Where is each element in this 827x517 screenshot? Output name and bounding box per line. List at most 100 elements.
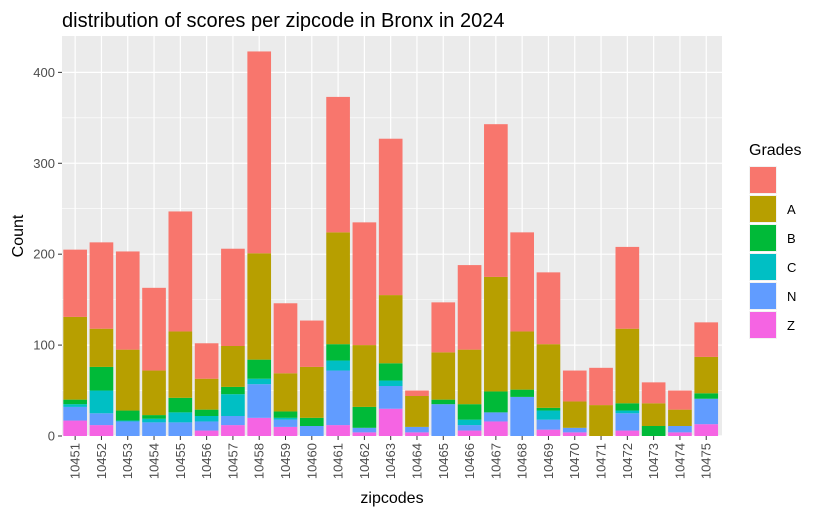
y-tick-label: 200 [33, 247, 55, 262]
y-tick-label: 300 [33, 156, 55, 171]
bar-segment-n-10460 [299, 426, 324, 436]
bar-segment-z-10456 [194, 430, 219, 436]
bar-segment-a-10451 [63, 316, 87, 400]
bar-segment-z-10470 [562, 432, 587, 436]
bar-segment-c-10456 [194, 416, 219, 422]
legend-label-b: B [787, 231, 796, 246]
bar-segment-b-10467 [484, 391, 508, 413]
bar-segment-b-10466 [457, 404, 482, 420]
bar-segment-b-10453 [115, 410, 140, 421]
x-tick-label: 10473 [646, 443, 661, 479]
legend-swatch [750, 196, 776, 222]
bar-segment-n-10453 [115, 421, 140, 436]
bar-segment-a-10473 [641, 403, 666, 426]
bar-segment-blank-10463 [378, 138, 403, 296]
bar-segment-n-10475 [694, 398, 719, 425]
x-tick-label: 10466 [462, 443, 477, 479]
bar-segment-a-10454 [142, 370, 166, 416]
bar-segment-z-10472 [615, 430, 640, 436]
bar-segment-z-10463 [378, 408, 403, 436]
bar-segment-b-10458 [247, 359, 272, 379]
bar-segment-n-10455 [168, 422, 193, 436]
bar-segment-b-10457 [221, 386, 245, 395]
bar-segment-z-10452 [89, 425, 114, 436]
bar-segment-blank-10458 [247, 51, 272, 254]
x-tick-label: 10461 [331, 443, 346, 479]
bar-segment-c-10461 [326, 360, 350, 371]
bar-segment-blank-10460 [299, 320, 324, 367]
y-axis: 0 100 200 300 400 [33, 65, 62, 444]
bar-segment-b-10475 [694, 393, 719, 399]
bar-segment-a-10463 [378, 295, 403, 364]
bar-segment-blank-10459 [273, 303, 298, 374]
bar-segment-a-10456 [194, 378, 219, 410]
bar-segment-b-10456 [194, 409, 219, 416]
bar-segment-n-10467 [484, 412, 508, 422]
bar-segment-blank-10469 [536, 272, 561, 345]
bar-segment-c-10459 [273, 417, 298, 420]
bar-segment-n-10462 [352, 427, 377, 433]
x-axis: 10451 10452 10453 10454 10455 10456 10457 10458… [68, 436, 714, 479]
bar-segment-c-10463 [378, 380, 403, 386]
x-tick-label: 10475 [699, 443, 714, 479]
bar-segment-n-10464 [405, 426, 429, 433]
bar-segment-a-10461 [326, 232, 350, 345]
bar-segment-a-10469 [536, 344, 561, 408]
bar-segment-blank-10471 [589, 367, 613, 406]
bar-segment-c-10452 [89, 390, 114, 414]
bar-segment-z-10475 [694, 424, 719, 436]
x-tick-label: 10464 [409, 443, 424, 479]
bar-segment-n-10457 [221, 416, 245, 426]
bar-segment-blank-10475 [694, 322, 719, 357]
y-tick-label: 400 [33, 65, 55, 80]
bar-segment-blank-10474 [668, 390, 692, 410]
bar-segment-a-10465 [431, 352, 456, 400]
bar-segment-b-10452 [89, 366, 114, 391]
bar-segment-a-10466 [457, 349, 482, 405]
bar-segment-a-10471 [589, 405, 613, 436]
bar-segment-blank-10468 [510, 232, 534, 332]
bar-segment-n-10454 [142, 422, 166, 436]
bar-segment-b-10454 [142, 415, 166, 419]
x-axis-title: zipcodes [360, 490, 423, 507]
bar-segment-a-10475 [694, 356, 719, 394]
bar-segment-z-10474 [668, 432, 692, 436]
y-axis-title: Count [10, 214, 27, 257]
x-tick-label: 10468 [515, 443, 530, 479]
bar-segment-z-10451 [63, 420, 87, 436]
bar-segment-n-10451 [63, 406, 87, 421]
bar-segment-c-10457 [221, 394, 245, 416]
bar-segment-n-10468 [510, 396, 534, 436]
bar-segment-z-10462 [352, 432, 377, 436]
y-tick-label: 0 [48, 429, 55, 444]
legend-label-n: N [787, 289, 796, 304]
bar-segment-blank-10473 [641, 382, 666, 404]
legend-swatch [750, 283, 776, 309]
legend-swatch [750, 254, 776, 280]
x-tick-label: 10472 [620, 443, 635, 479]
chart-title: distribution of scores per zipcode in Br… [62, 10, 504, 32]
bar-segment-blank-10452 [89, 242, 114, 329]
bar-segment-b-10462 [352, 406, 377, 428]
bar-segment-b-10455 [168, 397, 193, 413]
legend-label-a: A [787, 202, 796, 217]
bar-segment-z-10458 [247, 417, 272, 436]
legend-label-z: Z [787, 318, 795, 333]
bar-segment-a-10453 [115, 349, 140, 411]
bar-segment-b-10468 [510, 389, 534, 397]
bar-segment-a-10464 [405, 396, 429, 427]
x-tick-label: 10460 [304, 443, 319, 479]
bar-segment-a-10468 [510, 331, 534, 390]
bar-segment-a-10457 [221, 346, 245, 387]
bar-segment-blank-10464 [405, 390, 429, 396]
x-tick-label: 10463 [383, 443, 398, 479]
bar-segment-a-10455 [168, 331, 193, 398]
x-tick-label: 10470 [567, 443, 582, 479]
bar-segment-blank-10453 [115, 251, 140, 350]
bar-segment-blank-10465 [431, 302, 456, 353]
bar-segment-b-10472 [615, 403, 640, 411]
bar-segment-c-10451 [63, 404, 87, 407]
bar-segment-c-10453 [115, 420, 140, 422]
